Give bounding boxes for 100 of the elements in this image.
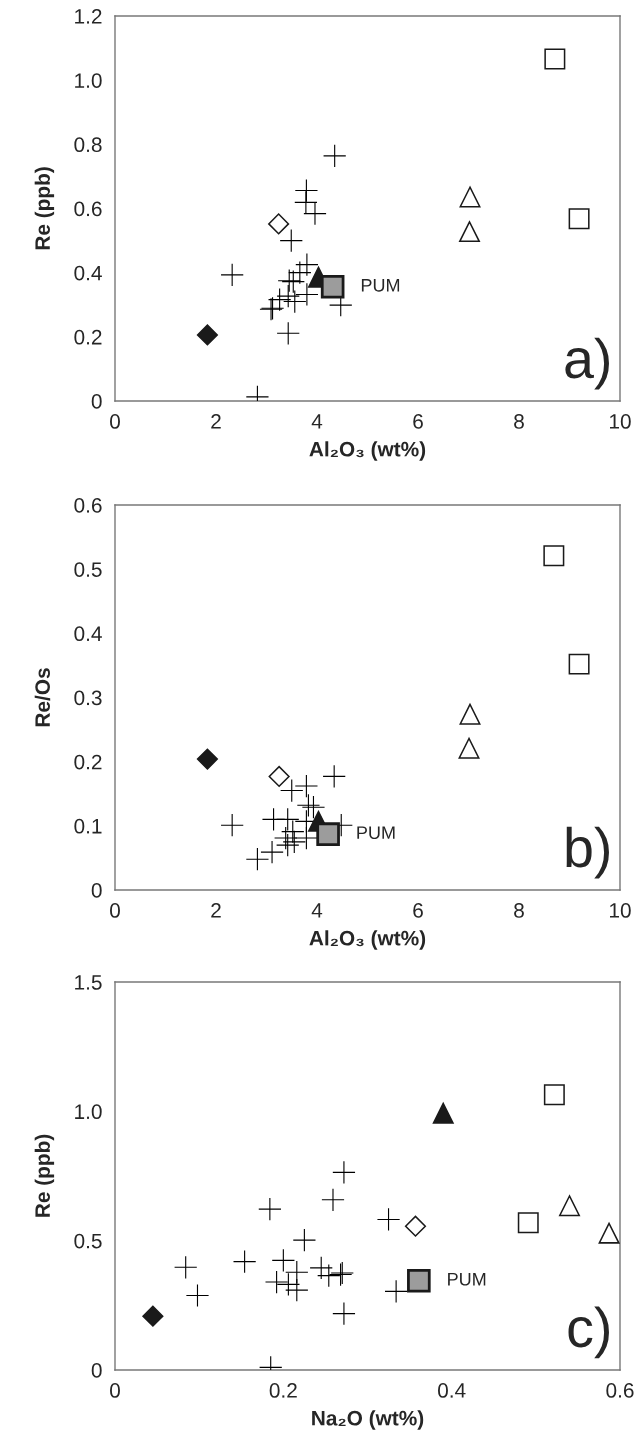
point — [246, 848, 269, 871]
point — [385, 1280, 408, 1303]
point — [404, 1215, 427, 1237]
point — [174, 1256, 197, 1279]
annotation: b) — [566, 826, 609, 879]
point — [459, 186, 481, 208]
point — [543, 545, 565, 567]
y-tick-label: 1.5 — [75, 975, 102, 990]
annotation: c) — [568, 1306, 609, 1359]
x-axis-title: Al₂O₃ (wt%) — [309, 930, 426, 950]
y-tick-label: 0.1 — [74, 818, 102, 834]
y-tick-label: 0.6 — [74, 498, 102, 513]
point — [233, 1250, 256, 1273]
point — [459, 221, 480, 243]
annotation: PUM — [357, 826, 395, 840]
point — [268, 213, 290, 235]
point — [568, 653, 590, 675]
point — [280, 779, 303, 802]
y-tick-label: 0.2 — [74, 329, 102, 345]
x-tick-label: 0.6 — [606, 1383, 634, 1398]
annotation: PUM — [448, 1273, 486, 1286]
point — [332, 1161, 356, 1184]
point — [280, 229, 303, 252]
annotation: PUM — [361, 279, 400, 292]
point — [293, 1229, 316, 1252]
point — [295, 179, 318, 202]
point — [265, 1270, 288, 1294]
y-tick-label: 1.2 — [75, 9, 102, 24]
x-tick-label: 10 — [610, 414, 631, 429]
point — [317, 1264, 340, 1287]
point — [142, 1305, 164, 1327]
point — [323, 144, 346, 167]
y-tick-label: 0.8 — [74, 137, 102, 153]
point — [295, 283, 319, 306]
point — [316, 822, 340, 846]
y-tick-label: 0.4 — [74, 626, 102, 642]
point — [295, 826, 318, 850]
annotation: a) — [565, 337, 609, 390]
point — [598, 1222, 620, 1244]
x-tick-label: 2 — [211, 903, 221, 918]
x-tick-label: 0 — [110, 1383, 120, 1398]
point — [285, 1278, 308, 1302]
point — [268, 765, 290, 788]
x-tick-label: 6 — [413, 903, 423, 918]
point — [258, 1198, 281, 1221]
point — [196, 748, 219, 770]
x-tick-label: 0 — [110, 903, 120, 918]
point — [272, 1249, 295, 1272]
point — [302, 796, 325, 819]
y-tick-label: 0.6 — [74, 201, 102, 217]
y-tick-label: 0.3 — [74, 690, 102, 706]
point — [559, 1195, 580, 1217]
x-axis-title: Na₂O (wt%) — [312, 1410, 424, 1430]
point — [221, 263, 244, 287]
x-tick-label: 0.4 — [438, 1383, 466, 1398]
point — [517, 1212, 539, 1234]
y-tick-label: 1.0 — [75, 73, 102, 88]
y-tick-label: 0 — [91, 1363, 102, 1378]
y-tick-label: 0 — [91, 394, 102, 409]
y-axis-title: Re/Os — [34, 668, 51, 727]
x-tick-label: 10 — [610, 903, 631, 918]
y-axis-title: Re (ppb) — [34, 167, 55, 250]
point — [377, 1208, 400, 1231]
x-tick-label: 8 — [514, 414, 524, 429]
y-tick-label: 0 — [91, 883, 102, 898]
point — [196, 324, 219, 346]
x-tick-label: 0 — [110, 414, 120, 429]
point — [260, 841, 284, 864]
y-tick-label: 0.2 — [74, 754, 102, 770]
y-tick-label: 0.5 — [74, 1233, 102, 1249]
point — [276, 808, 299, 831]
x-tick-label: 4 — [311, 903, 323, 918]
point — [283, 830, 306, 853]
point — [459, 703, 481, 725]
x-tick-label: 2 — [211, 414, 221, 429]
point — [332, 1302, 356, 1325]
point — [458, 737, 480, 759]
x-tick-label: 8 — [514, 903, 524, 918]
point — [295, 774, 318, 798]
point — [294, 191, 317, 214]
x-axis-title: Al₂O₃ (wt%) — [309, 441, 426, 461]
point — [432, 1102, 454, 1124]
point — [407, 1268, 431, 1293]
y-tick-label: 0.4 — [74, 265, 102, 281]
point — [320, 274, 345, 299]
point — [221, 814, 244, 837]
x-tick-label: 4 — [311, 414, 323, 429]
point — [543, 1084, 565, 1106]
point — [568, 208, 590, 230]
point — [321, 1188, 345, 1211]
point — [303, 202, 327, 225]
point — [277, 322, 300, 345]
point — [186, 1284, 209, 1307]
point — [323, 765, 346, 788]
x-tick-label: 0.2 — [269, 1383, 297, 1398]
point — [544, 48, 566, 70]
y-tick-label: 1.0 — [75, 1104, 102, 1120]
x-tick-label: 6 — [413, 414, 423, 429]
y-tick-label: 0.5 — [74, 562, 102, 577]
y-axis-title: Re (ppb) — [34, 1134, 55, 1217]
